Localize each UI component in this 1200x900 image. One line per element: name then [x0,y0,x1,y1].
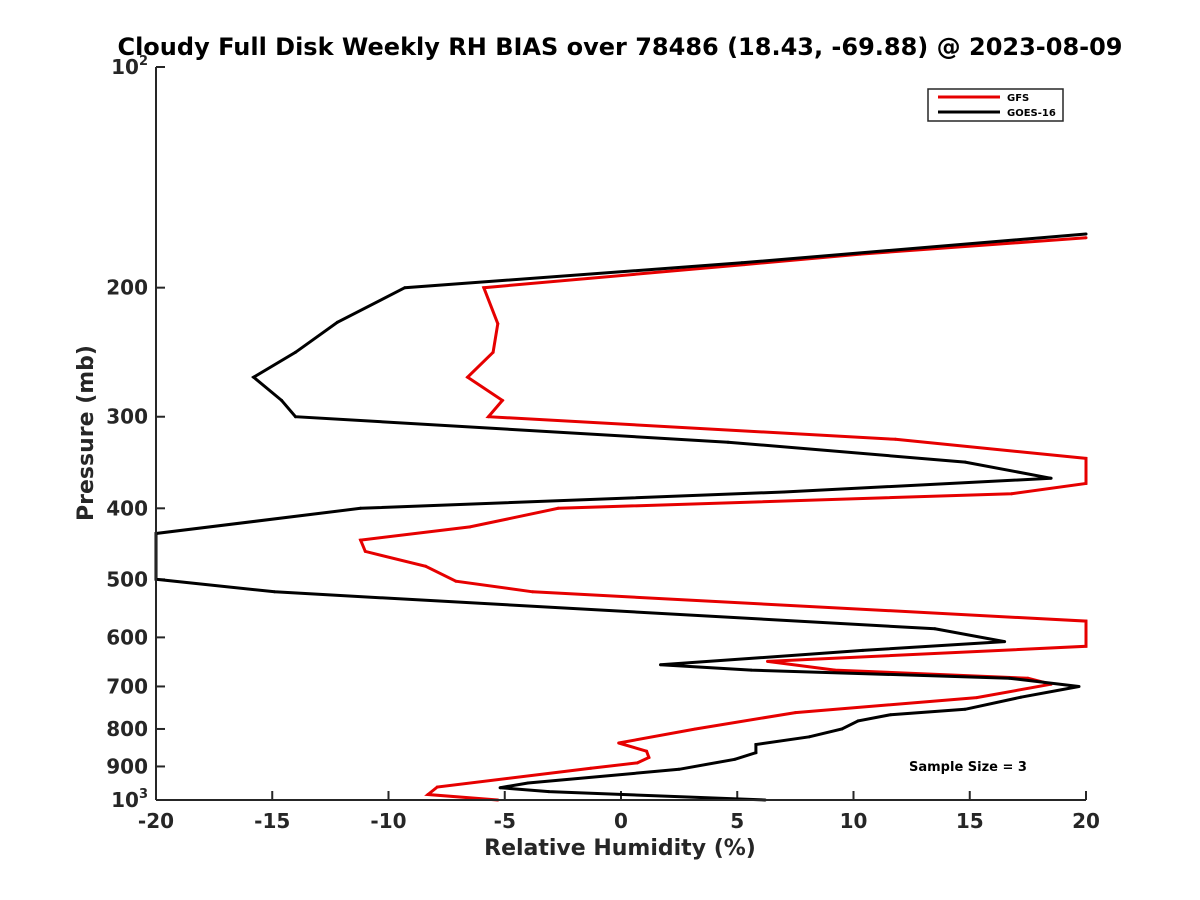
data-point-gfs [893,437,897,441]
data-point-goes16 [273,590,277,594]
x-tick-label: -15 [254,809,290,833]
data-point-goes16 [963,460,967,464]
data-point-goes16 [782,490,786,494]
x-tick-label: 0 [614,809,628,833]
data-point-gfs [363,549,367,553]
data-point-goes16 [733,757,737,761]
data-point-goes16 [740,261,744,265]
y-tick-label: 600 [106,625,148,649]
data-point-gfs [1084,644,1088,648]
data-point-goes16 [1049,476,1053,480]
legend-box [927,88,1064,122]
y-tick-label: 200 [106,276,148,300]
data-point-goes16 [1077,685,1081,688]
data-point-goes16 [861,648,865,652]
data-point-gfs [617,741,621,745]
data-point-goes16 [547,790,551,794]
x-tick-label: 5 [730,809,744,833]
data-point-goes16 [856,719,860,723]
legend: GFS GOES-16 [927,88,1064,122]
data-point-goes16 [933,627,937,631]
data-point-gfs [359,538,363,542]
data-point-goes16 [1084,232,1088,236]
data-point-gfs [500,398,504,402]
data-point-gfs [454,579,458,583]
data-point-goes16 [294,415,297,419]
y-axis-label: Pressure (mb) [74,345,99,521]
data-point-gfs [426,793,430,796]
data-point-gfs [487,415,490,419]
x-tick-label: -5 [494,809,516,833]
data-point-goes16 [677,767,681,771]
data-point-gfs [647,756,651,759]
data-point-gfs [766,659,769,663]
legend-label-gfs: GFS [1007,93,1029,104]
data-point-gfs [833,668,837,672]
data-point-goes16 [403,286,407,290]
data-point-gfs [1084,236,1088,240]
y-tick-label: 103 [111,787,148,812]
data-point-gfs [1084,456,1088,460]
data-point-goes16 [1007,676,1011,680]
data-point-gfs [589,766,593,770]
data-point-gfs [556,506,560,510]
data-point-goes16 [963,707,967,711]
x-axis-label: Relative Humidity (%) [484,836,756,861]
x-tick-label: 20 [1072,809,1100,833]
data-point-gfs [645,749,649,753]
y-tick-label: 800 [106,717,148,741]
data-point-goes16 [335,320,339,324]
y-axis-ticks: 102 200 300 400 500 600 700 800 900 103 [106,54,165,812]
y-tick-label: 400 [106,496,148,520]
data-point-gfs [793,711,797,715]
data-point-gfs [491,350,495,354]
data-point-gfs [435,785,439,789]
data-point-goes16 [889,713,893,717]
data-point-gfs [1010,492,1014,496]
legend-label-goes16: GOES-16 [1007,108,1056,119]
data-point-goes16 [659,663,662,667]
data-point-gfs [693,727,697,731]
data-point-goes16 [754,743,758,746]
y-tick-label: 900 [106,754,148,778]
chart-title: Cloudy Full Disk Weekly RH BIAS over 784… [117,33,1122,61]
data-point-gfs [466,375,470,379]
data-point-goes16 [726,440,730,444]
data-point-goes16 [754,751,758,755]
y-tick-label: 700 [106,674,148,698]
data-point-goes16 [1019,695,1023,699]
data-point-goes16 [280,398,284,402]
x-tick-label: -10 [370,809,406,833]
x-tick-label: 10 [840,809,868,833]
data-point-gfs [635,761,639,765]
data-point-goes16 [1003,640,1007,644]
data-point-gfs [424,564,428,568]
data-point-gfs [468,525,472,529]
x-axis-ticks: -20 -15 -10 -5 0 5 10 15 20 [138,791,1100,833]
y-tick-label: 300 [106,405,148,429]
data-point-goes16 [498,786,502,790]
sample-size-annotation: Sample Size = 3 [909,760,1027,775]
data-point-goes16 [807,735,811,739]
data-point-gfs [975,696,979,700]
data-point-gfs [496,322,500,326]
x-tick-label: -20 [138,809,174,833]
data-point-goes16 [294,350,297,354]
y-tick-label: 102 [111,54,148,79]
data-point-goes16 [252,375,256,379]
data-point-goes16 [840,727,844,731]
data-point-gfs [1084,619,1088,623]
y-tick-label: 500 [106,567,148,591]
data-point-goes16 [526,781,530,785]
data-point-gfs [1084,482,1088,485]
data-point-gfs [482,286,486,290]
data-point-gfs [531,590,535,594]
x-tick-label: 15 [956,809,984,833]
data-point-goes16 [359,506,363,510]
data-point-goes16 [749,668,753,672]
